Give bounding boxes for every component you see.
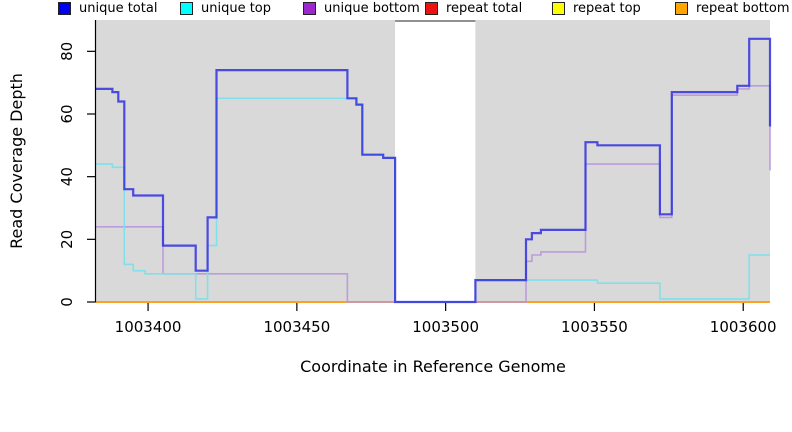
y-axis-ticks: 0 20 40 60 80: [58, 20, 97, 307]
legend-label: repeat top: [573, 0, 641, 16]
x-tick-label: 1003500: [412, 318, 479, 336]
legend-label: unique bottom: [324, 0, 420, 16]
legend-item-repeat-bottom: repeat bottom: [675, 0, 790, 16]
legend-label: unique total: [79, 0, 158, 16]
legend-label: unique top: [201, 0, 272, 16]
series-unique-bottom: [96, 85, 771, 303]
unique-top-swatch-icon: [180, 1, 193, 15]
y-tick-label: 40: [58, 167, 76, 186]
gap-rect: [395, 20, 476, 302]
series-lines: [96, 37, 772, 304]
repeat-top-swatch-icon: [552, 1, 565, 15]
gap-region: [395, 20, 476, 302]
y-axis-title: Read Coverage Depth: [7, 73, 26, 249]
x-tick-label: 1003550: [561, 318, 628, 336]
repeat-total-swatch-icon: [425, 1, 438, 15]
repeat-bottom-swatch-icon: [675, 1, 688, 15]
y-tick-label: 80: [58, 42, 76, 61]
series-unique-total: [96, 37, 772, 304]
legend-item-repeat-top: repeat top: [552, 0, 641, 16]
legend-item-unique-bottom: unique bottom: [303, 0, 420, 16]
legend-item-unique-top: unique top: [180, 0, 271, 16]
legend-label: repeat total: [446, 0, 523, 16]
x-tick-label: 1003400: [115, 318, 182, 336]
coverage-plot: 1003400 1003450 1003500 1003550 1003600 0 20 4…: [7, 20, 777, 376]
legend-item-repeat-total: repeat total: [425, 0, 522, 16]
y-tick-label: 20: [58, 230, 76, 249]
x-tick-label: 1003600: [710, 318, 777, 336]
unique-total-swatch-icon: [58, 1, 71, 15]
y-tick-label: 0: [58, 297, 76, 307]
legend-item-unique-total: unique total: [58, 0, 157, 16]
legend: unique total unique top unique bottom re…: [0, 0, 792, 22]
y-tick-label: 60: [58, 104, 76, 123]
x-axis-title: Coordinate in Reference Genome: [300, 357, 566, 376]
unique-bottom-swatch-icon: [303, 1, 316, 15]
x-tick-label: 1003450: [263, 318, 330, 336]
x-axis-ticks: 1003400 1003450 1003500 1003550 1003600: [115, 303, 777, 336]
legend-label: repeat bottom: [696, 0, 790, 16]
